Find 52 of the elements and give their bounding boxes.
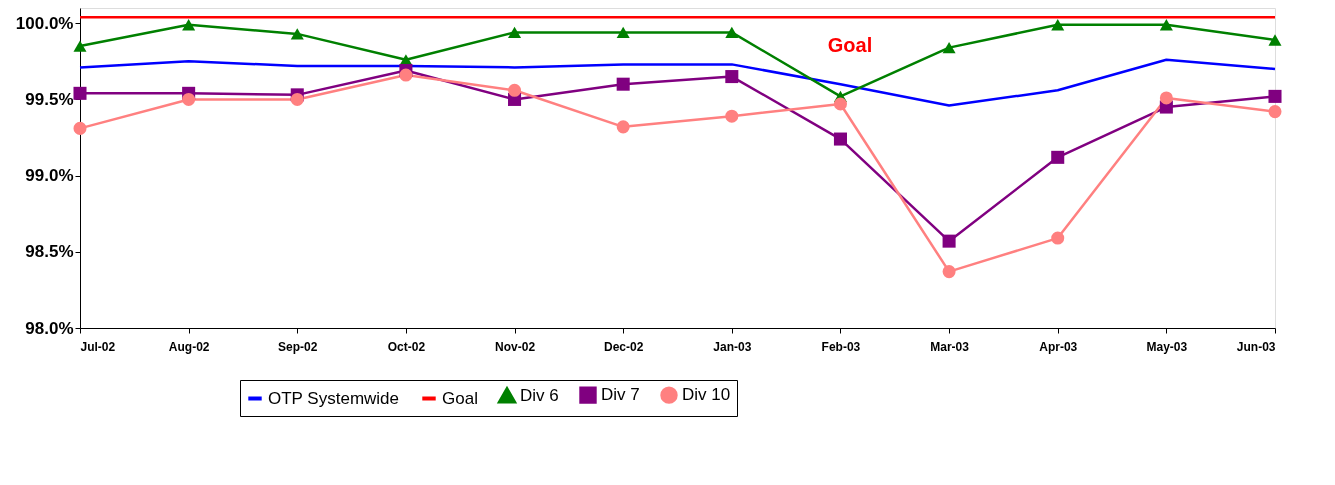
legend-label: OTP Systemwide xyxy=(268,388,400,408)
point xyxy=(182,19,196,31)
point xyxy=(73,40,87,52)
x-tick-label: Sep-02 xyxy=(278,339,318,354)
point xyxy=(725,109,739,123)
point xyxy=(616,26,630,39)
point xyxy=(616,120,630,134)
point xyxy=(833,97,847,111)
point xyxy=(833,132,847,146)
legend-label: Div 6 xyxy=(520,385,559,405)
point xyxy=(508,83,522,97)
y-tick-label: 100.0% xyxy=(15,13,74,33)
x-tick-label: Aug-02 xyxy=(168,339,210,354)
x-tick-label: Jan-03 xyxy=(713,339,752,354)
point xyxy=(73,86,87,100)
point xyxy=(73,121,87,135)
point xyxy=(182,92,196,106)
legend-label: Div 7 xyxy=(601,385,640,405)
point xyxy=(508,26,522,39)
x-tick-label: Nov-02 xyxy=(495,339,536,354)
x-tick-label: Feb-03 xyxy=(821,339,861,354)
point xyxy=(942,234,956,248)
y-tick-label: 98.5% xyxy=(25,242,74,262)
x-tick-label: May-03 xyxy=(1146,339,1188,354)
point xyxy=(1159,91,1173,105)
y-tick-label: 99.0% xyxy=(25,166,74,186)
x-tick-label: Jul-02 xyxy=(80,339,116,354)
x-tick-label: Apr-03 xyxy=(1039,339,1078,354)
point xyxy=(1159,19,1173,31)
y-tick-label: 98.0% xyxy=(25,318,74,338)
point xyxy=(1051,231,1065,245)
x-tick-label: Oct-02 xyxy=(387,339,426,354)
point xyxy=(399,68,413,82)
annotation: Goal xyxy=(827,34,873,56)
point xyxy=(942,265,956,279)
point xyxy=(1051,150,1065,164)
point xyxy=(290,28,304,40)
point xyxy=(725,26,739,39)
x-tick-label: Mar-03 xyxy=(930,339,970,354)
point xyxy=(616,77,630,91)
x-tick-label: Jun-03 xyxy=(1236,339,1276,354)
point xyxy=(942,41,956,54)
y-tick-label: 99.5% xyxy=(25,89,74,109)
point xyxy=(290,92,304,106)
point xyxy=(1051,19,1065,31)
point xyxy=(1268,89,1282,103)
legend-label: Div 10 xyxy=(682,385,731,405)
point xyxy=(725,70,739,84)
x-tick-label: Dec-02 xyxy=(604,339,644,354)
point xyxy=(1268,105,1282,119)
point xyxy=(1268,34,1282,46)
legend-label: Goal xyxy=(442,388,478,408)
